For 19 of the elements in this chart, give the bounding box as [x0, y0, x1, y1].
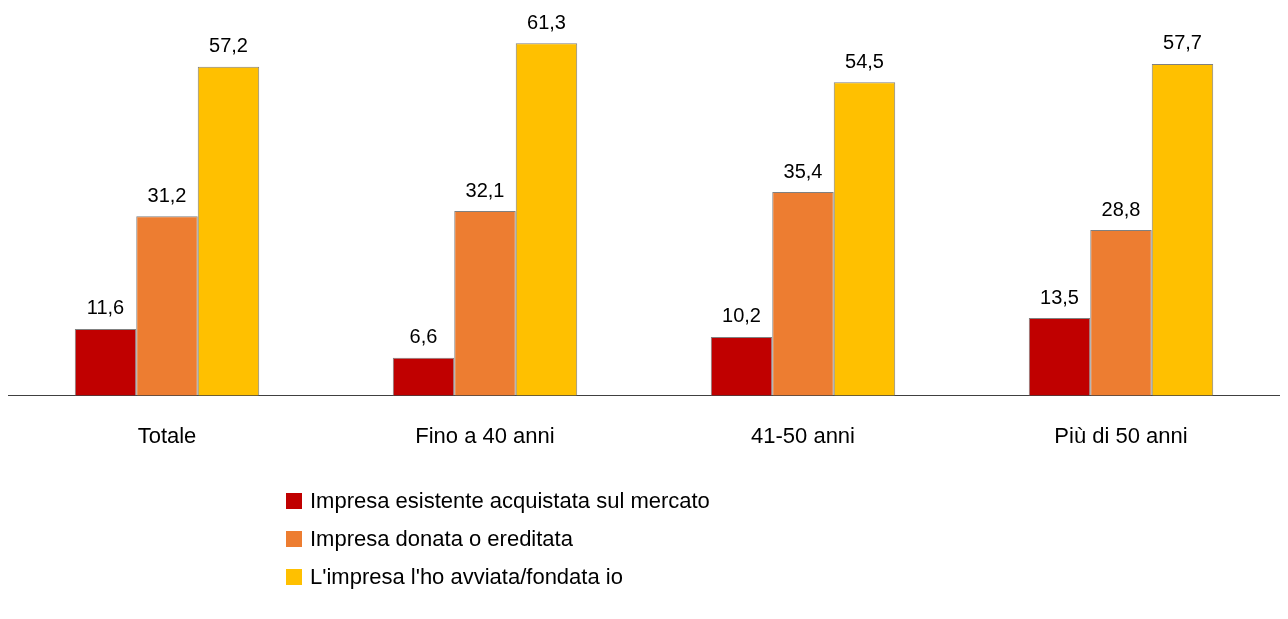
x-tick-label: Totale	[137, 422, 197, 448]
data-label: 28,8	[1101, 197, 1141, 220]
data-label: 61,3	[527, 10, 566, 33]
x-tick-label: Fino a 40 anni	[415, 422, 555, 448]
data-label: 32,1	[465, 178, 505, 201]
data-label: 31,2	[147, 183, 187, 206]
data-label: 57,7	[1163, 31, 1202, 54]
legend-label: Impresa esistente acquistata sul mercato	[310, 488, 710, 514]
data-label: 35,4	[783, 159, 823, 182]
legend-label: L'impresa l'ho avviata/fondata io	[310, 564, 623, 590]
data-label: 13,5	[1040, 285, 1079, 308]
data-label: 6,6	[409, 325, 438, 348]
x-tick-label: 41-50 anni	[751, 422, 855, 448]
data-label: 10,2	[722, 304, 761, 327]
x-tick-label: Più di 50 anni	[1054, 422, 1188, 448]
data-label: 11,6	[86, 296, 125, 319]
legend-label: Impresa donata o ereditata	[310, 526, 573, 552]
data-label: 57,2	[209, 34, 248, 57]
data-label: 54,5	[845, 49, 884, 72]
